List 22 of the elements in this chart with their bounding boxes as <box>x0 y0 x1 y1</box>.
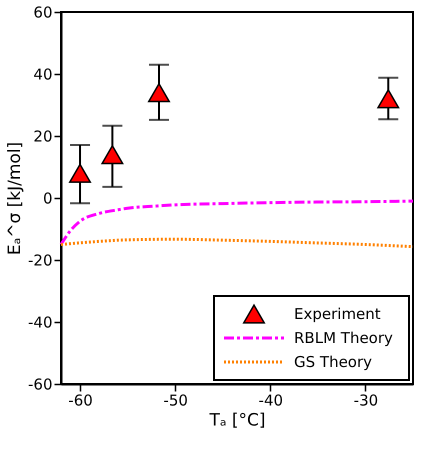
y-tick-label: -20 <box>28 252 52 270</box>
legend-label: RBLM Theory <box>294 329 394 347</box>
y-tick-label: 0 <box>42 190 52 208</box>
y-tick-label: 60 <box>33 4 52 22</box>
y-tick-label: 40 <box>33 66 52 84</box>
legend-label: GS Theory <box>294 353 372 371</box>
y-tick-label: 20 <box>33 128 52 146</box>
y-tick-label: -60 <box>28 376 52 394</box>
point <box>148 82 170 102</box>
point <box>101 144 124 164</box>
x-tick-label: -60 <box>68 392 93 410</box>
x-tick-label: -50 <box>163 392 188 410</box>
point <box>69 164 92 183</box>
line-series <box>60 238 414 248</box>
x-tick-label: -40 <box>258 392 284 410</box>
x-tick-label: -30 <box>354 392 378 410</box>
y-axis-title: Eₐ^σ [kJ/mol] <box>5 142 25 256</box>
y-tick-label: -40 <box>28 314 52 332</box>
legend-label: Experiment <box>294 305 381 323</box>
x-axis-title: Tₐ [°C] <box>208 410 266 430</box>
point <box>377 89 400 108</box>
line-series <box>60 200 414 246</box>
